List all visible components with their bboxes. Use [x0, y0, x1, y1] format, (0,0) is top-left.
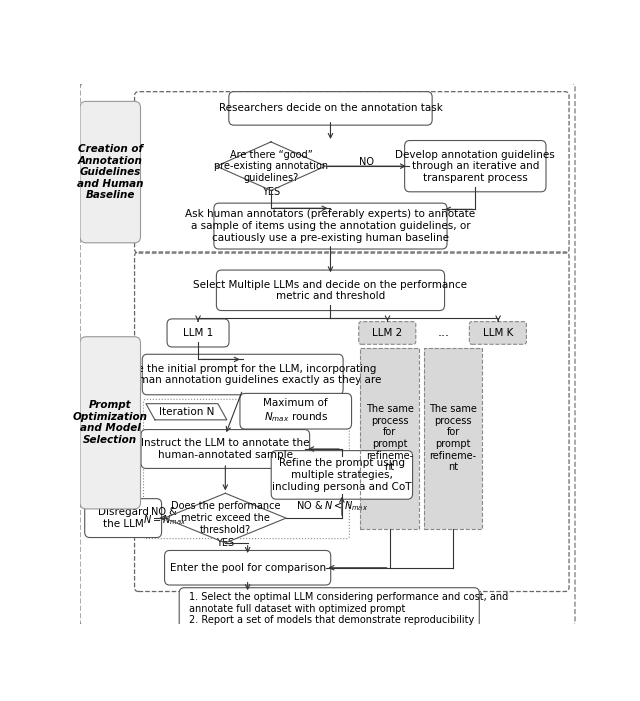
- Text: $N = N_{max}$: $N = N_{max}$: [143, 513, 186, 527]
- FancyBboxPatch shape: [469, 322, 527, 344]
- Text: LLM K: LLM K: [483, 328, 513, 338]
- Polygon shape: [164, 494, 286, 543]
- FancyBboxPatch shape: [80, 336, 141, 509]
- Text: LLM 2: LLM 2: [372, 328, 403, 338]
- FancyBboxPatch shape: [179, 587, 479, 629]
- Text: 1. Select the optimal LLM considering performance and cost, and
annotate full da: 1. Select the optimal LLM considering pe…: [189, 592, 508, 625]
- Text: Does the performance
metric exceed the
threshold?: Does the performance metric exceed the t…: [171, 501, 280, 535]
- Text: LLM 1: LLM 1: [183, 328, 213, 338]
- FancyBboxPatch shape: [167, 319, 229, 347]
- FancyBboxPatch shape: [141, 430, 310, 468]
- FancyBboxPatch shape: [360, 348, 419, 529]
- Text: Prompt
Optimization
and Model
Selection: Prompt Optimization and Model Selection: [73, 400, 148, 445]
- FancyBboxPatch shape: [240, 393, 351, 429]
- Text: Iteration N: Iteration N: [159, 407, 214, 417]
- FancyBboxPatch shape: [216, 270, 445, 311]
- Text: The same
process
for
prompt
refineme-
nt: The same process for prompt refineme- nt: [429, 404, 477, 472]
- Polygon shape: [216, 142, 326, 191]
- Text: Select Multiple LLMs and decide on the performance
metric and threshold: Select Multiple LLMs and decide on the p…: [193, 280, 467, 301]
- Text: Researchers decide on the annotation task: Researchers decide on the annotation tas…: [218, 104, 442, 114]
- Text: Maximum of
$N_{max}$ rounds: Maximum of $N_{max}$ rounds: [264, 398, 328, 424]
- Text: YES: YES: [262, 187, 280, 197]
- Polygon shape: [146, 404, 227, 420]
- Text: Are there “good”
pre-existing annotation
guidelines?: Are there “good” pre-existing annotation…: [214, 149, 328, 183]
- Text: ...: ...: [438, 327, 449, 339]
- Text: The same
process
for
prompt
refineme-
nt: The same process for prompt refineme- nt: [365, 404, 413, 472]
- Text: Create the initial prompt for the LLM, incorporating
the human annotation guidel: Create the initial prompt for the LLM, i…: [104, 364, 381, 386]
- FancyBboxPatch shape: [214, 203, 447, 249]
- FancyBboxPatch shape: [80, 102, 141, 243]
- Text: Enter the pool for comparison: Enter the pool for comparison: [170, 563, 326, 573]
- FancyBboxPatch shape: [424, 348, 483, 529]
- FancyBboxPatch shape: [164, 550, 331, 585]
- Text: YES: YES: [216, 538, 234, 548]
- FancyBboxPatch shape: [142, 354, 343, 395]
- Text: NO & $N < N_{max}$: NO & $N < N_{max}$: [296, 499, 368, 513]
- FancyBboxPatch shape: [84, 498, 161, 538]
- Text: Creation of
Annotation
Guidelines
and Human
Baseline: Creation of Annotation Guidelines and Hu…: [77, 144, 143, 200]
- FancyBboxPatch shape: [359, 322, 416, 344]
- FancyBboxPatch shape: [271, 451, 413, 499]
- Text: NO &: NO &: [152, 507, 177, 517]
- Text: Refine the prompt using
multiple strategies,
including persona and CoT: Refine the prompt using multiple strateg…: [272, 458, 412, 491]
- Text: Disregard
the LLM: Disregard the LLM: [98, 508, 148, 529]
- FancyBboxPatch shape: [404, 140, 546, 192]
- Text: NO: NO: [359, 157, 374, 167]
- FancyBboxPatch shape: [229, 92, 432, 125]
- Text: Develop annotation guidelines
through an iterative and
transparent process: Develop annotation guidelines through an…: [396, 149, 555, 183]
- Text: Ask human annotators (preferably experts) to annotate
a sample of items using th: Ask human annotators (preferably experts…: [186, 210, 476, 243]
- Text: Instruct the LLM to annotate the
human-annotated sample: Instruct the LLM to annotate the human-a…: [141, 438, 310, 460]
